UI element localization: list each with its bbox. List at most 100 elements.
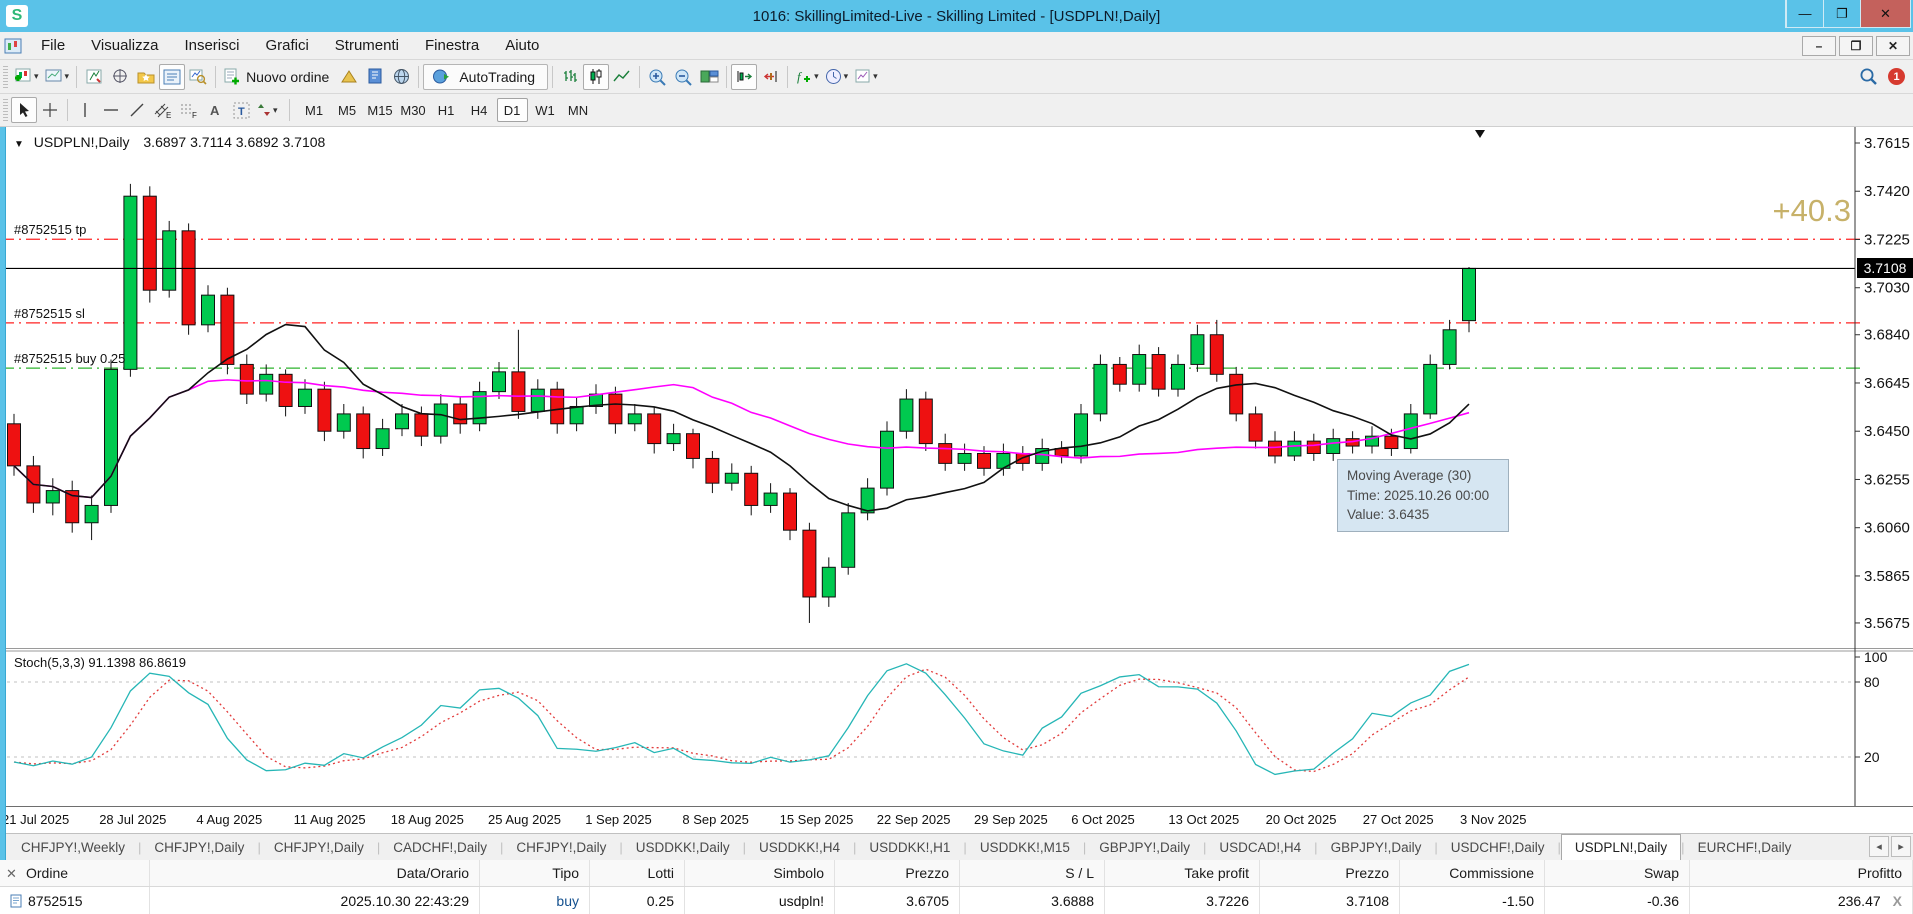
fibonacci-tool-button[interactable]: F	[176, 97, 202, 123]
minimize-button[interactable]: —	[1786, 0, 1823, 27]
chart-tab-usddkk-h4[interactable]: USDDKK!,H4	[758, 839, 840, 855]
indicators-button[interactable]: f ▾	[792, 64, 822, 90]
column-header-lotti[interactable]: Lotti	[590, 860, 685, 886]
bar-chart-button[interactable]	[557, 64, 583, 90]
menu-item-inserisci[interactable]: Inserisci	[184, 37, 240, 54]
timeframe-mn-button[interactable]: MN	[567, 102, 589, 118]
column-header-swap[interactable]: Swap	[1545, 860, 1690, 886]
order-row[interactable]: 8752515 2025.10.30 22:43:29 buy 0.25 usdpln!…	[0, 887, 1913, 914]
column-header-take-profit[interactable]: Take profit	[1105, 860, 1260, 886]
zoom-in-button[interactable]	[644, 64, 670, 90]
search-icon[interactable]	[1859, 67, 1878, 86]
chart-tab-usddkk-daily[interactable]: USDDKK!,Daily	[635, 839, 730, 855]
chart-tab-chfjpy-daily[interactable]: CHFJPY!,Daily	[273, 839, 364, 855]
order-line-label[interactable]: #8752515 sl	[14, 305, 85, 321]
chart-tab-usddkk-m15[interactable]: USDDKK!,M15	[979, 839, 1070, 855]
strategy-tester-button[interactable]	[185, 64, 211, 90]
crosshair-tool-button[interactable]	[37, 97, 63, 123]
chart-tab-usdpln-daily[interactable]: USDPLN!,Daily	[1560, 834, 1682, 860]
close-position-button[interactable]: X	[1892, 892, 1902, 909]
column-header-s-l[interactable]: S / L	[960, 860, 1105, 886]
close-button[interactable]: ✕	[1860, 0, 1910, 27]
chart-tab-usddkk-h1[interactable]: USDDKK!,H1	[869, 839, 951, 855]
tab-scroll-right-button[interactable]: ▸	[1891, 836, 1911, 857]
column-header-prezzo[interactable]: Prezzo	[1260, 860, 1400, 886]
order-line-label[interactable]: #8752515 tp	[14, 222, 87, 238]
terminal-button[interactable]	[362, 64, 388, 90]
menu-item-grafici[interactable]: Grafici	[265, 37, 309, 54]
arrows-tool-button[interactable]: ▾	[254, 97, 281, 123]
cursor-tool-button[interactable]	[11, 97, 37, 123]
maximize-button[interactable]: ❐	[1823, 0, 1860, 27]
child-close-button[interactable]: ✕	[1876, 35, 1910, 56]
nuovo-ordine-button[interactable]: Nuovo ordine	[220, 64, 336, 90]
child-window-controls: – ❐ ✕	[1802, 35, 1910, 56]
label-tool-button[interactable]: T	[228, 97, 254, 123]
timeframe-m5-button[interactable]: M5	[338, 102, 357, 118]
line-chart-button[interactable]	[609, 64, 635, 90]
profiles-button[interactable]: ▾	[42, 64, 73, 90]
menu-item-strumenti[interactable]: Strumenti	[334, 37, 399, 54]
timeframe-m15-button[interactable]: M15	[367, 102, 393, 118]
svg-text:20: 20	[1864, 749, 1880, 765]
chart-tab-gbpjpy-daily[interactable]: GBPJPY!,Daily	[1330, 839, 1422, 855]
channel-tool-button[interactable]: E	[150, 97, 176, 123]
text-tool-button[interactable]: A	[202, 97, 228, 123]
menu-item-visualizza[interactable]: Visualizza	[91, 37, 159, 54]
metaeditor-button[interactable]	[336, 64, 362, 90]
column-header-tipo[interactable]: Tipo	[480, 860, 590, 886]
collapse-caret-icon[interactable]: ▼	[14, 139, 24, 150]
menu-item-finestra[interactable]: Finestra	[425, 37, 480, 54]
tile-windows-button[interactable]	[696, 64, 722, 90]
notification-badge[interactable]: 1	[1888, 68, 1905, 85]
market-watch-button[interactable]	[81, 64, 107, 90]
chart-tab-chfjpy-daily[interactable]: CHFJPY!,Daily	[154, 839, 245, 855]
vertical-line-tool-button[interactable]	[72, 97, 98, 123]
navigator-button[interactable]	[133, 64, 159, 90]
horizontal-line-tool-button[interactable]	[98, 97, 124, 123]
chart-tab-usdchf-daily[interactable]: USDCHF!,Daily	[1450, 839, 1545, 855]
toolbox-button[interactable]	[159, 63, 186, 90]
child-restore-button[interactable]: ❐	[1839, 35, 1873, 56]
timeframe-w1-button[interactable]: W1	[535, 102, 555, 118]
dropdown-arrow-icon: ▾	[814, 71, 819, 81]
timeframe-h4-button[interactable]: H4	[470, 102, 488, 118]
toolbar-grip[interactable]	[3, 99, 8, 121]
community-button[interactable]	[388, 64, 414, 90]
chart-shift-button[interactable]	[757, 64, 783, 90]
timeframe-m30-button[interactable]: M30	[400, 102, 426, 118]
timeframe-d1-button[interactable]: D1	[496, 98, 528, 122]
tab-scroll-left-button[interactable]: ◂	[1869, 836, 1889, 857]
column-header-ordine[interactable]: Ordine	[0, 860, 150, 886]
column-header-simbolo[interactable]: Simbolo	[685, 860, 835, 886]
zoom-out-button[interactable]	[670, 64, 696, 90]
column-header-data-orario[interactable]: Data/Orario	[150, 860, 480, 886]
column-header-profitto[interactable]: Profitto	[1690, 860, 1913, 886]
menu-item-aiuto[interactable]: Aiuto	[505, 37, 540, 54]
chart-tab-usdcad-h4[interactable]: USDCAD!,H4	[1219, 839, 1302, 855]
chart-tab-cadchf-daily[interactable]: CADCHF!,Daily	[393, 839, 487, 855]
timeframe-m1-button[interactable]: M1	[305, 102, 324, 118]
chart-tab-chfjpy-daily[interactable]: CHFJPY!,Daily	[516, 839, 607, 855]
chart-tab-eurchf-daily[interactable]: EURCHF!,Daily	[1697, 839, 1792, 855]
menu-item-file[interactable]: File	[41, 37, 66, 54]
time-axis-label: 11 Aug 2025	[293, 812, 366, 827]
timeframe-h1-button[interactable]: H1	[437, 102, 455, 118]
toolbox-close-icon[interactable]: ✕	[6, 866, 17, 881]
templates-button[interactable]: ▾	[851, 64, 881, 90]
child-minimize-button[interactable]: –	[1802, 35, 1836, 56]
data-window-button[interactable]	[107, 64, 133, 90]
periods-button[interactable]: ▾	[822, 64, 852, 90]
autotrading-button[interactable]: AutoTrading	[423, 63, 549, 90]
order-line-label[interactable]: #8752515 buy 0.25	[14, 351, 126, 367]
chart-tab-chfjpy-weekly[interactable]: CHFJPY!,Weekly	[21, 839, 126, 855]
column-header-prezzo[interactable]: Prezzo	[835, 860, 960, 886]
candlestick-chart-button[interactable]	[583, 63, 610, 90]
new-chart-button[interactable]: ▾	[11, 64, 42, 90]
chart-tab-gbpjpy-daily[interactable]: GBPJPY!,Daily	[1099, 839, 1191, 855]
column-header-commissione[interactable]: Commissione	[1400, 860, 1545, 886]
time-axis[interactable]: 21 Jul 2025 28 Jul 2025 4 Aug 2025 11 Aug 2…	[0, 806, 1913, 833]
trendline-tool-button[interactable]	[124, 97, 150, 123]
auto-scroll-button[interactable]	[731, 63, 758, 90]
toolbar-grip[interactable]	[3, 65, 8, 88]
